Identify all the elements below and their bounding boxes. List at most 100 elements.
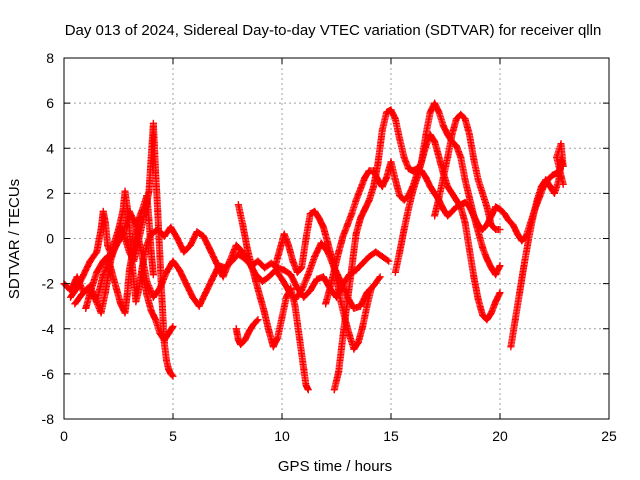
data-point xyxy=(520,262,528,270)
data-point xyxy=(285,241,292,249)
data-point xyxy=(248,262,255,270)
data-point xyxy=(339,332,347,339)
data-point xyxy=(169,257,177,265)
data-point xyxy=(265,327,273,335)
data-point xyxy=(372,248,380,256)
data-point xyxy=(466,246,473,254)
data-point xyxy=(346,332,354,339)
data-point xyxy=(387,106,395,114)
x-tick-label: 20 xyxy=(492,428,508,444)
data-point xyxy=(254,257,262,265)
data-point xyxy=(474,295,482,303)
data-point xyxy=(461,176,469,184)
data-point xyxy=(256,293,264,301)
data-point xyxy=(234,336,242,344)
data-point xyxy=(431,138,439,145)
data-point xyxy=(112,284,120,292)
data-point xyxy=(559,162,567,170)
data-point xyxy=(365,253,373,260)
data-point xyxy=(99,257,107,265)
data-point xyxy=(165,329,173,337)
data-point xyxy=(444,153,452,161)
y-tick-label: 4 xyxy=(46,140,54,156)
data-point xyxy=(466,131,473,139)
data-point xyxy=(505,216,513,224)
data-point xyxy=(492,271,500,279)
data-point xyxy=(557,156,565,163)
data-point xyxy=(404,165,412,173)
data-point xyxy=(293,268,301,276)
series-track-2 xyxy=(67,119,177,380)
data-point xyxy=(145,187,153,195)
data-point xyxy=(104,253,112,260)
series-track-6 xyxy=(234,201,312,394)
data-point xyxy=(496,205,504,213)
data-point xyxy=(139,205,146,213)
y-tick-label: 2 xyxy=(46,185,54,201)
data-point xyxy=(110,239,118,247)
data-point xyxy=(370,167,378,175)
data-point xyxy=(125,266,133,274)
data-point xyxy=(176,266,183,274)
data-point xyxy=(254,316,262,324)
data-point xyxy=(132,298,140,306)
data-point xyxy=(322,300,330,308)
data-point xyxy=(143,192,151,200)
data-point xyxy=(431,99,439,107)
data-point xyxy=(250,320,258,328)
data-point xyxy=(237,341,245,348)
data-point xyxy=(311,207,319,215)
data-point xyxy=(193,228,201,236)
data-point xyxy=(186,241,194,249)
data-point xyxy=(119,207,127,215)
data-point xyxy=(143,291,151,299)
data-point xyxy=(361,174,369,182)
series-track-12 xyxy=(431,110,504,233)
data-point xyxy=(404,205,412,213)
data-point xyxy=(363,302,371,310)
x-tick-label: 10 xyxy=(274,428,290,444)
data-point xyxy=(226,257,234,265)
data-point xyxy=(461,115,469,123)
data-point xyxy=(435,153,443,161)
y-tick-label: 6 xyxy=(46,95,54,111)
x-tick-label: 0 xyxy=(60,428,68,444)
data-point xyxy=(108,268,116,276)
data-point xyxy=(343,298,351,306)
data-point xyxy=(200,232,207,240)
data-point xyxy=(239,221,247,229)
data-point xyxy=(357,302,364,310)
data-point xyxy=(426,108,434,116)
data-point xyxy=(487,309,495,317)
data-point xyxy=(272,262,279,270)
data-point xyxy=(99,207,107,215)
data-point xyxy=(359,323,367,330)
data-point xyxy=(261,309,269,317)
data-point xyxy=(252,277,260,285)
data-point xyxy=(378,126,386,134)
x-axis-label: GPS time / hours xyxy=(278,458,392,475)
data-point xyxy=(559,180,567,188)
series-track-8 xyxy=(272,207,375,353)
data-point xyxy=(413,174,421,182)
data-point xyxy=(278,314,286,321)
data-point xyxy=(93,248,101,256)
data-point xyxy=(492,203,500,211)
data-point xyxy=(348,210,356,218)
data-point xyxy=(474,176,482,184)
y-axis-ticks: -8 -6 -4 -2 0 2 4 6 8 xyxy=(42,50,609,427)
data-point xyxy=(167,223,175,231)
data-point xyxy=(359,259,367,267)
data-point xyxy=(101,289,109,297)
data-point xyxy=(542,176,550,184)
data-point xyxy=(444,183,452,191)
data-point xyxy=(357,185,364,193)
data-point xyxy=(189,293,197,301)
data-point xyxy=(352,230,360,238)
data-point xyxy=(479,189,487,197)
data-point xyxy=(551,189,558,197)
data-point xyxy=(298,286,306,294)
data-point xyxy=(67,293,74,301)
data-point xyxy=(391,268,399,276)
data-point xyxy=(121,309,129,317)
